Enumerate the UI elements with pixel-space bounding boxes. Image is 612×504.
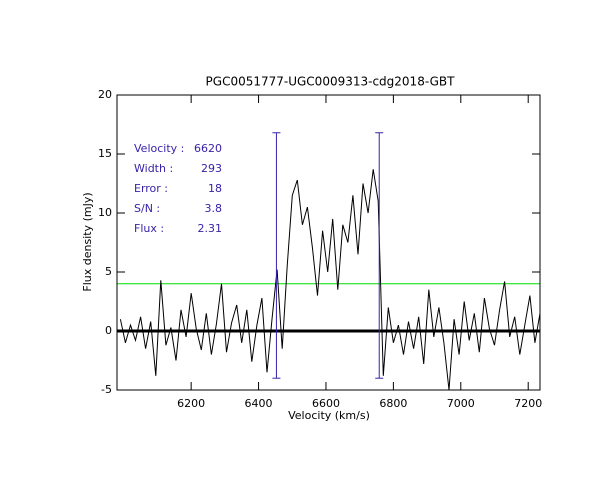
- stat-value: 293: [201, 162, 222, 175]
- x-tick-label: 6800: [379, 397, 407, 410]
- y-axis-label: Flux density (mJy): [81, 192, 94, 291]
- stat-label: Error :: [134, 182, 168, 195]
- x-tick-label: 6600: [312, 397, 340, 410]
- y-tick-label: 10: [98, 206, 112, 219]
- stat-label: S/N :: [134, 202, 160, 215]
- x-tick-label: 6400: [245, 397, 273, 410]
- y-tick-label: -5: [101, 383, 112, 396]
- x-tick-label: 7000: [447, 397, 475, 410]
- plot-frame: [116, 94, 541, 391]
- x-axis-label: Velocity (km/s): [288, 409, 370, 422]
- chart-title: PGC0051777-UGC0009313-cdg2018-GBT: [206, 75, 456, 89]
- stat-label: Width :: [134, 162, 173, 175]
- stat-value: 18: [208, 182, 222, 195]
- stat-label: Velocity :: [134, 142, 184, 155]
- y-tick-label: 15: [98, 147, 112, 160]
- y-tick-label: 20: [98, 88, 112, 101]
- x-tick-label: 7200: [514, 397, 542, 410]
- stat-value: 6620: [194, 142, 222, 155]
- stat-value: 2.31: [198, 222, 223, 235]
- spectrum-line: [119, 169, 541, 391]
- y-tick-label: 5: [105, 265, 112, 278]
- y-tick-label: 0: [105, 324, 112, 337]
- stat-label: Flux :: [134, 222, 164, 235]
- x-tick-label: 6200: [177, 397, 205, 410]
- stat-value: 3.8: [205, 202, 223, 215]
